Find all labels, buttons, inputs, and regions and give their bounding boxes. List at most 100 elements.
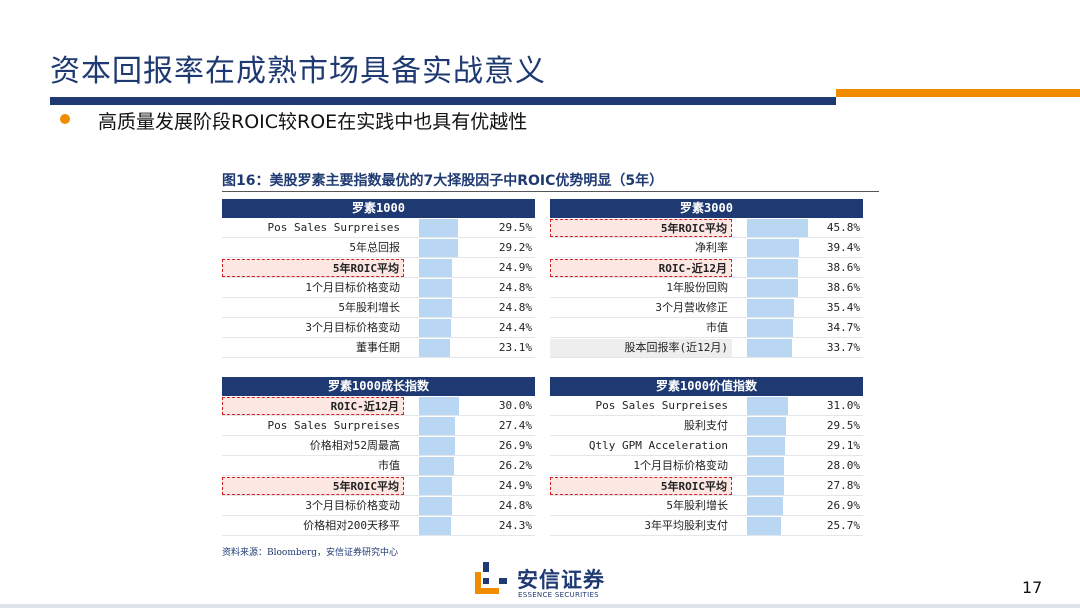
factor-bar <box>419 437 455 455</box>
factor-bar <box>419 299 452 317</box>
factor-value-label: 26.9% <box>826 499 860 512</box>
factor-value-label: 45.8% <box>826 221 860 234</box>
factor-value-label: 24.9% <box>498 479 532 492</box>
bar-track <box>747 239 813 257</box>
factor-name: 市值 <box>706 321 728 334</box>
factor-bar <box>419 417 456 435</box>
bar-track <box>747 497 813 515</box>
bar-track <box>747 477 813 495</box>
factor-value-label: 26.9% <box>498 439 532 452</box>
factor-bar <box>747 417 786 435</box>
factor-value-label: 29.2% <box>498 241 532 254</box>
bar-track <box>747 417 813 435</box>
factor-name: 价格相对52周最高 <box>309 439 400 452</box>
factor-value-label: 31.0% <box>826 399 860 412</box>
panel-header: 罗素1000价值指数 <box>550 377 863 396</box>
factor-row: 3个月营收修正 35.4% <box>550 298 863 318</box>
bar-track <box>419 497 485 515</box>
bar-track <box>747 319 813 337</box>
figure-title: 图16：美股罗素主要指数最优的7大择股因子中ROIC优势明显（5年） <box>222 173 664 189</box>
factor-name: 5年ROIC平均 <box>222 477 404 495</box>
factor-bar <box>419 477 452 495</box>
factor-name: 3个月目标价格变动 <box>305 499 400 512</box>
factor-row: 3年平均股利支付 25.7% <box>550 516 863 536</box>
factor-row: Pos Sales Surpreises 27.4% <box>222 416 535 436</box>
panel-russell-1000: 罗素1000 Pos Sales Surpreises 29.5% 5年总回报 29.… <box>222 199 535 358</box>
factor-row: 5年股利增长 26.9% <box>550 496 863 516</box>
factor-value-label: 24.8% <box>498 301 532 314</box>
factor-value-label: 34.7% <box>826 321 860 334</box>
slide-title: 资本回报率在成熟市场具备实战意义 <box>50 54 546 89</box>
factor-name: Pos Sales Surpreises <box>267 419 400 432</box>
bar-track <box>747 457 813 475</box>
bar-track <box>419 397 485 415</box>
factor-name: 5年总回报 <box>349 241 400 254</box>
bar-track <box>747 219 813 237</box>
factor-bar <box>419 517 452 535</box>
factor-row: 1年股份回购 38.6% <box>550 278 863 298</box>
factor-name: ROIC-近12月 <box>550 259 732 277</box>
factor-row: 5年ROIC平均 27.8% <box>550 476 863 496</box>
factor-value-label: 27.4% <box>498 419 532 432</box>
bar-track <box>747 397 813 415</box>
factor-row: 5年总回报 29.2% <box>222 238 535 258</box>
bar-track <box>419 299 485 317</box>
factor-row: 股利支付 29.5% <box>550 416 863 436</box>
figure-source: 资料来源：Bloomberg，安信证券研究中心 <box>222 548 399 558</box>
factor-bar <box>419 279 452 297</box>
panel-header: 罗素3000 <box>550 199 863 218</box>
factor-value-label: 29.1% <box>826 439 860 452</box>
factor-value-label: 24.8% <box>498 281 532 294</box>
factor-bar <box>419 497 452 515</box>
factor-row: 5年ROIC平均 24.9% <box>222 258 535 278</box>
factor-bar <box>747 517 781 535</box>
factor-name: 5年ROIC平均 <box>550 219 732 237</box>
bullet-dot-icon <box>60 114 70 124</box>
factor-value-label: 26.2% <box>498 459 532 472</box>
bar-track <box>747 279 813 297</box>
factor-name: 1年股份回购 <box>666 281 728 294</box>
factor-name: 3年平均股利支付 <box>644 519 728 532</box>
factor-value-label: 27.8% <box>826 479 860 492</box>
factor-name: 市值 <box>378 459 400 472</box>
factor-row: 3个月目标价格变动 24.8% <box>222 496 535 516</box>
factor-name: 5年ROIC平均 <box>550 477 732 495</box>
bar-track <box>747 437 813 455</box>
factor-bar <box>747 437 786 455</box>
factor-name: Pos Sales Surpreises <box>595 399 728 412</box>
accent-bar <box>836 89 1080 97</box>
factor-row: ROIC-近12月 38.6% <box>550 258 863 278</box>
panel-rows: 5年ROIC平均 45.8% 净利率 39.4% ROIC-近12月 38.6% 1年股份回… <box>550 218 863 358</box>
factor-name: 5年股利增长 <box>338 301 400 314</box>
factor-name: 3个月营收修正 <box>655 301 728 314</box>
factor-row: ROIC-近12月 30.0% <box>222 396 535 416</box>
footer-rule <box>0 604 1080 608</box>
factor-value-label: 24.4% <box>498 321 532 334</box>
factor-name: 净利率 <box>695 241 728 254</box>
factor-value-label: 38.6% <box>826 261 860 274</box>
factor-bar <box>419 239 458 257</box>
panel-header: 罗素1000成长指数 <box>222 377 535 396</box>
bar-track <box>747 259 813 277</box>
panel-russell-1000-value: 罗素1000价值指数 Pos Sales Surpreises 31.0% 股利支付… <box>550 377 863 536</box>
logo-mark-icon <box>475 562 507 594</box>
factor-value-label: 28.0% <box>826 459 860 472</box>
factor-name: 5年股利增长 <box>666 499 728 512</box>
factor-bar <box>747 457 784 475</box>
factor-value-label: 38.6% <box>826 281 860 294</box>
company-logo: 安信证券 ESSENCE SECURITIES <box>475 557 615 603</box>
factor-name: ROIC-近12月 <box>222 397 404 415</box>
panel-rows: Pos Sales Surpreises 29.5% 5年总回报 29.2% 5年ROI… <box>222 218 535 358</box>
page-number: 17 <box>1022 578 1043 597</box>
bar-track <box>419 319 485 337</box>
factor-row: Pos Sales Surpreises 29.5% <box>222 218 535 238</box>
bar-track <box>419 219 485 237</box>
bar-track <box>419 339 485 357</box>
factor-name: 3个月目标价格变动 <box>305 321 400 334</box>
bar-track <box>419 437 485 455</box>
factor-bar <box>747 497 783 515</box>
factor-row: 市值 26.2% <box>222 456 535 476</box>
factor-bar <box>419 397 459 415</box>
factor-row: Qtly GPM Acceleration 29.1% <box>550 436 863 456</box>
logo-name-en: ESSENCE SECURITIES <box>518 591 599 599</box>
